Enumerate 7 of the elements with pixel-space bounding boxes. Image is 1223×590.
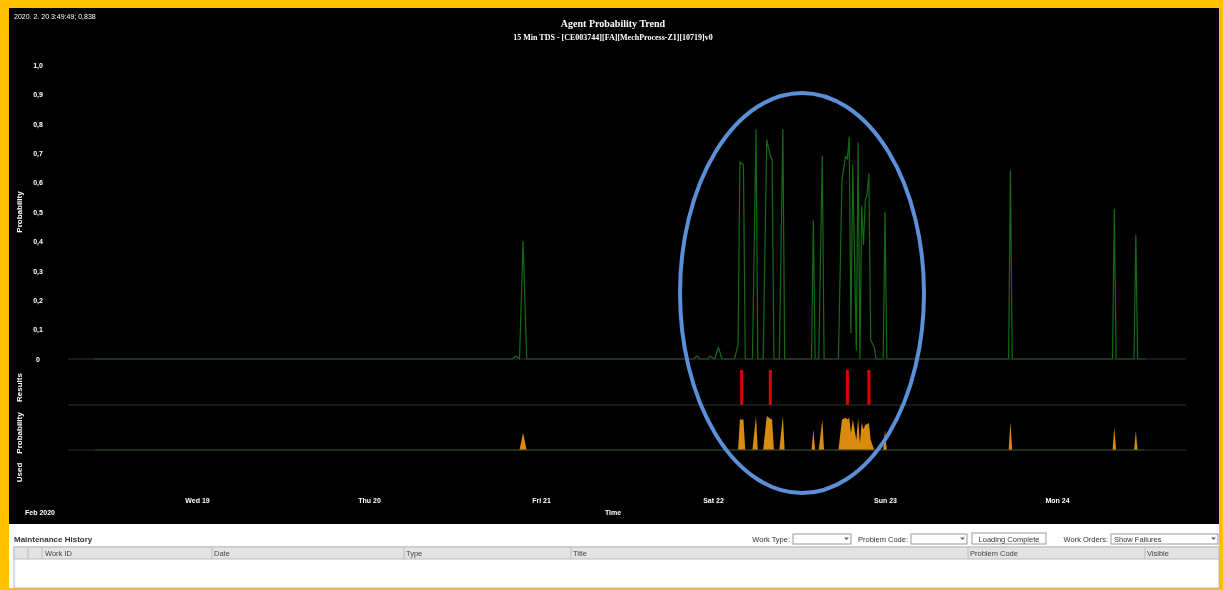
y-axis-title: Probability [15, 190, 24, 233]
text: Maintenance History [14, 535, 93, 544]
y-axis-title: Results [15, 372, 24, 402]
chart-subtitle: 15 Min TDS - [CE003744][FA][MechProcess-Z1][10719]v0 [513, 33, 713, 42]
chart-title: Agent Probability Trend [560, 18, 666, 29]
text: Used [15, 462, 24, 483]
y-axis-title: Probability [15, 411, 24, 454]
